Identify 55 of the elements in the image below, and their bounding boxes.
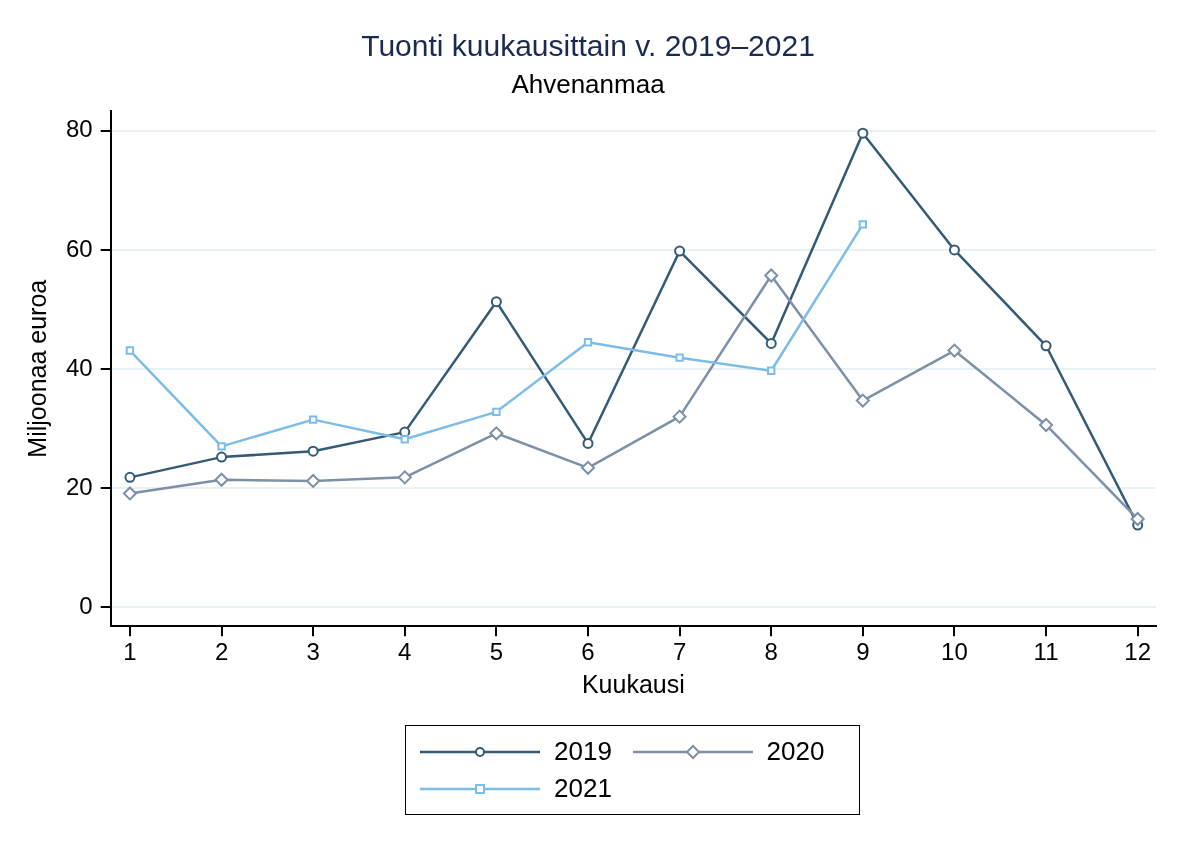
- x-tick-label: 8: [764, 638, 778, 666]
- legend-label: 2019: [554, 736, 612, 767]
- point: [672, 409, 687, 424]
- x-tick-label: 1: [123, 638, 137, 666]
- x-tick-label: 9: [856, 638, 870, 666]
- point: [489, 426, 504, 441]
- point: [855, 393, 870, 408]
- point: [307, 445, 319, 457]
- x-axis-title: Kuukausi: [581, 669, 685, 698]
- chart-title: Tuonti kuukausittain v. 2019–2021: [361, 29, 815, 63]
- point: [581, 460, 595, 475]
- point: [490, 296, 502, 308]
- legend-label: 2021: [554, 773, 612, 804]
- x-tick-label: 4: [398, 638, 412, 666]
- point: [583, 338, 593, 347]
- y-axis-title: Miljoonaa euroa: [22, 279, 51, 458]
- point: [948, 244, 960, 256]
- point: [400, 435, 409, 444]
- y-tick-label: 0: [79, 591, 93, 619]
- point: [125, 346, 135, 355]
- point: [675, 353, 684, 362]
- point: [1040, 340, 1052, 352]
- x-tick-label: 7: [672, 638, 687, 666]
- y-tick-label: 40: [65, 353, 93, 381]
- point: [1039, 417, 1054, 432]
- point: [857, 127, 869, 139]
- point: [674, 245, 686, 257]
- chart-subtitle: Ahvenanmaa: [511, 68, 666, 99]
- point: [216, 451, 228, 463]
- point: [492, 407, 501, 417]
- point: [764, 268, 779, 283]
- point: [947, 343, 962, 358]
- point: [858, 220, 868, 229]
- y-tick-label: 60: [65, 234, 93, 262]
- point: [582, 437, 594, 449]
- point: [397, 470, 412, 485]
- x-tick-label: 3: [306, 638, 320, 666]
- y-tick-label: 80: [65, 115, 93, 143]
- point: [122, 486, 137, 501]
- point: [1130, 512, 1145, 527]
- y-tick-label: 20: [65, 472, 93, 500]
- x-tick-label: 11: [1033, 638, 1059, 666]
- point: [308, 415, 318, 424]
- point: [765, 337, 777, 349]
- point: [306, 473, 321, 488]
- x-tick-label: 10: [941, 638, 968, 666]
- point: [767, 366, 776, 375]
- x-tick-label: 5: [489, 638, 504, 666]
- x-tick-label: 2: [214, 638, 229, 666]
- x-tick-label: 12: [1124, 638, 1152, 666]
- point: [214, 472, 229, 487]
- legend-label: 2020: [766, 736, 825, 767]
- point: [124, 471, 136, 483]
- x-tick-label: 6: [581, 638, 595, 666]
- point: [217, 442, 226, 451]
